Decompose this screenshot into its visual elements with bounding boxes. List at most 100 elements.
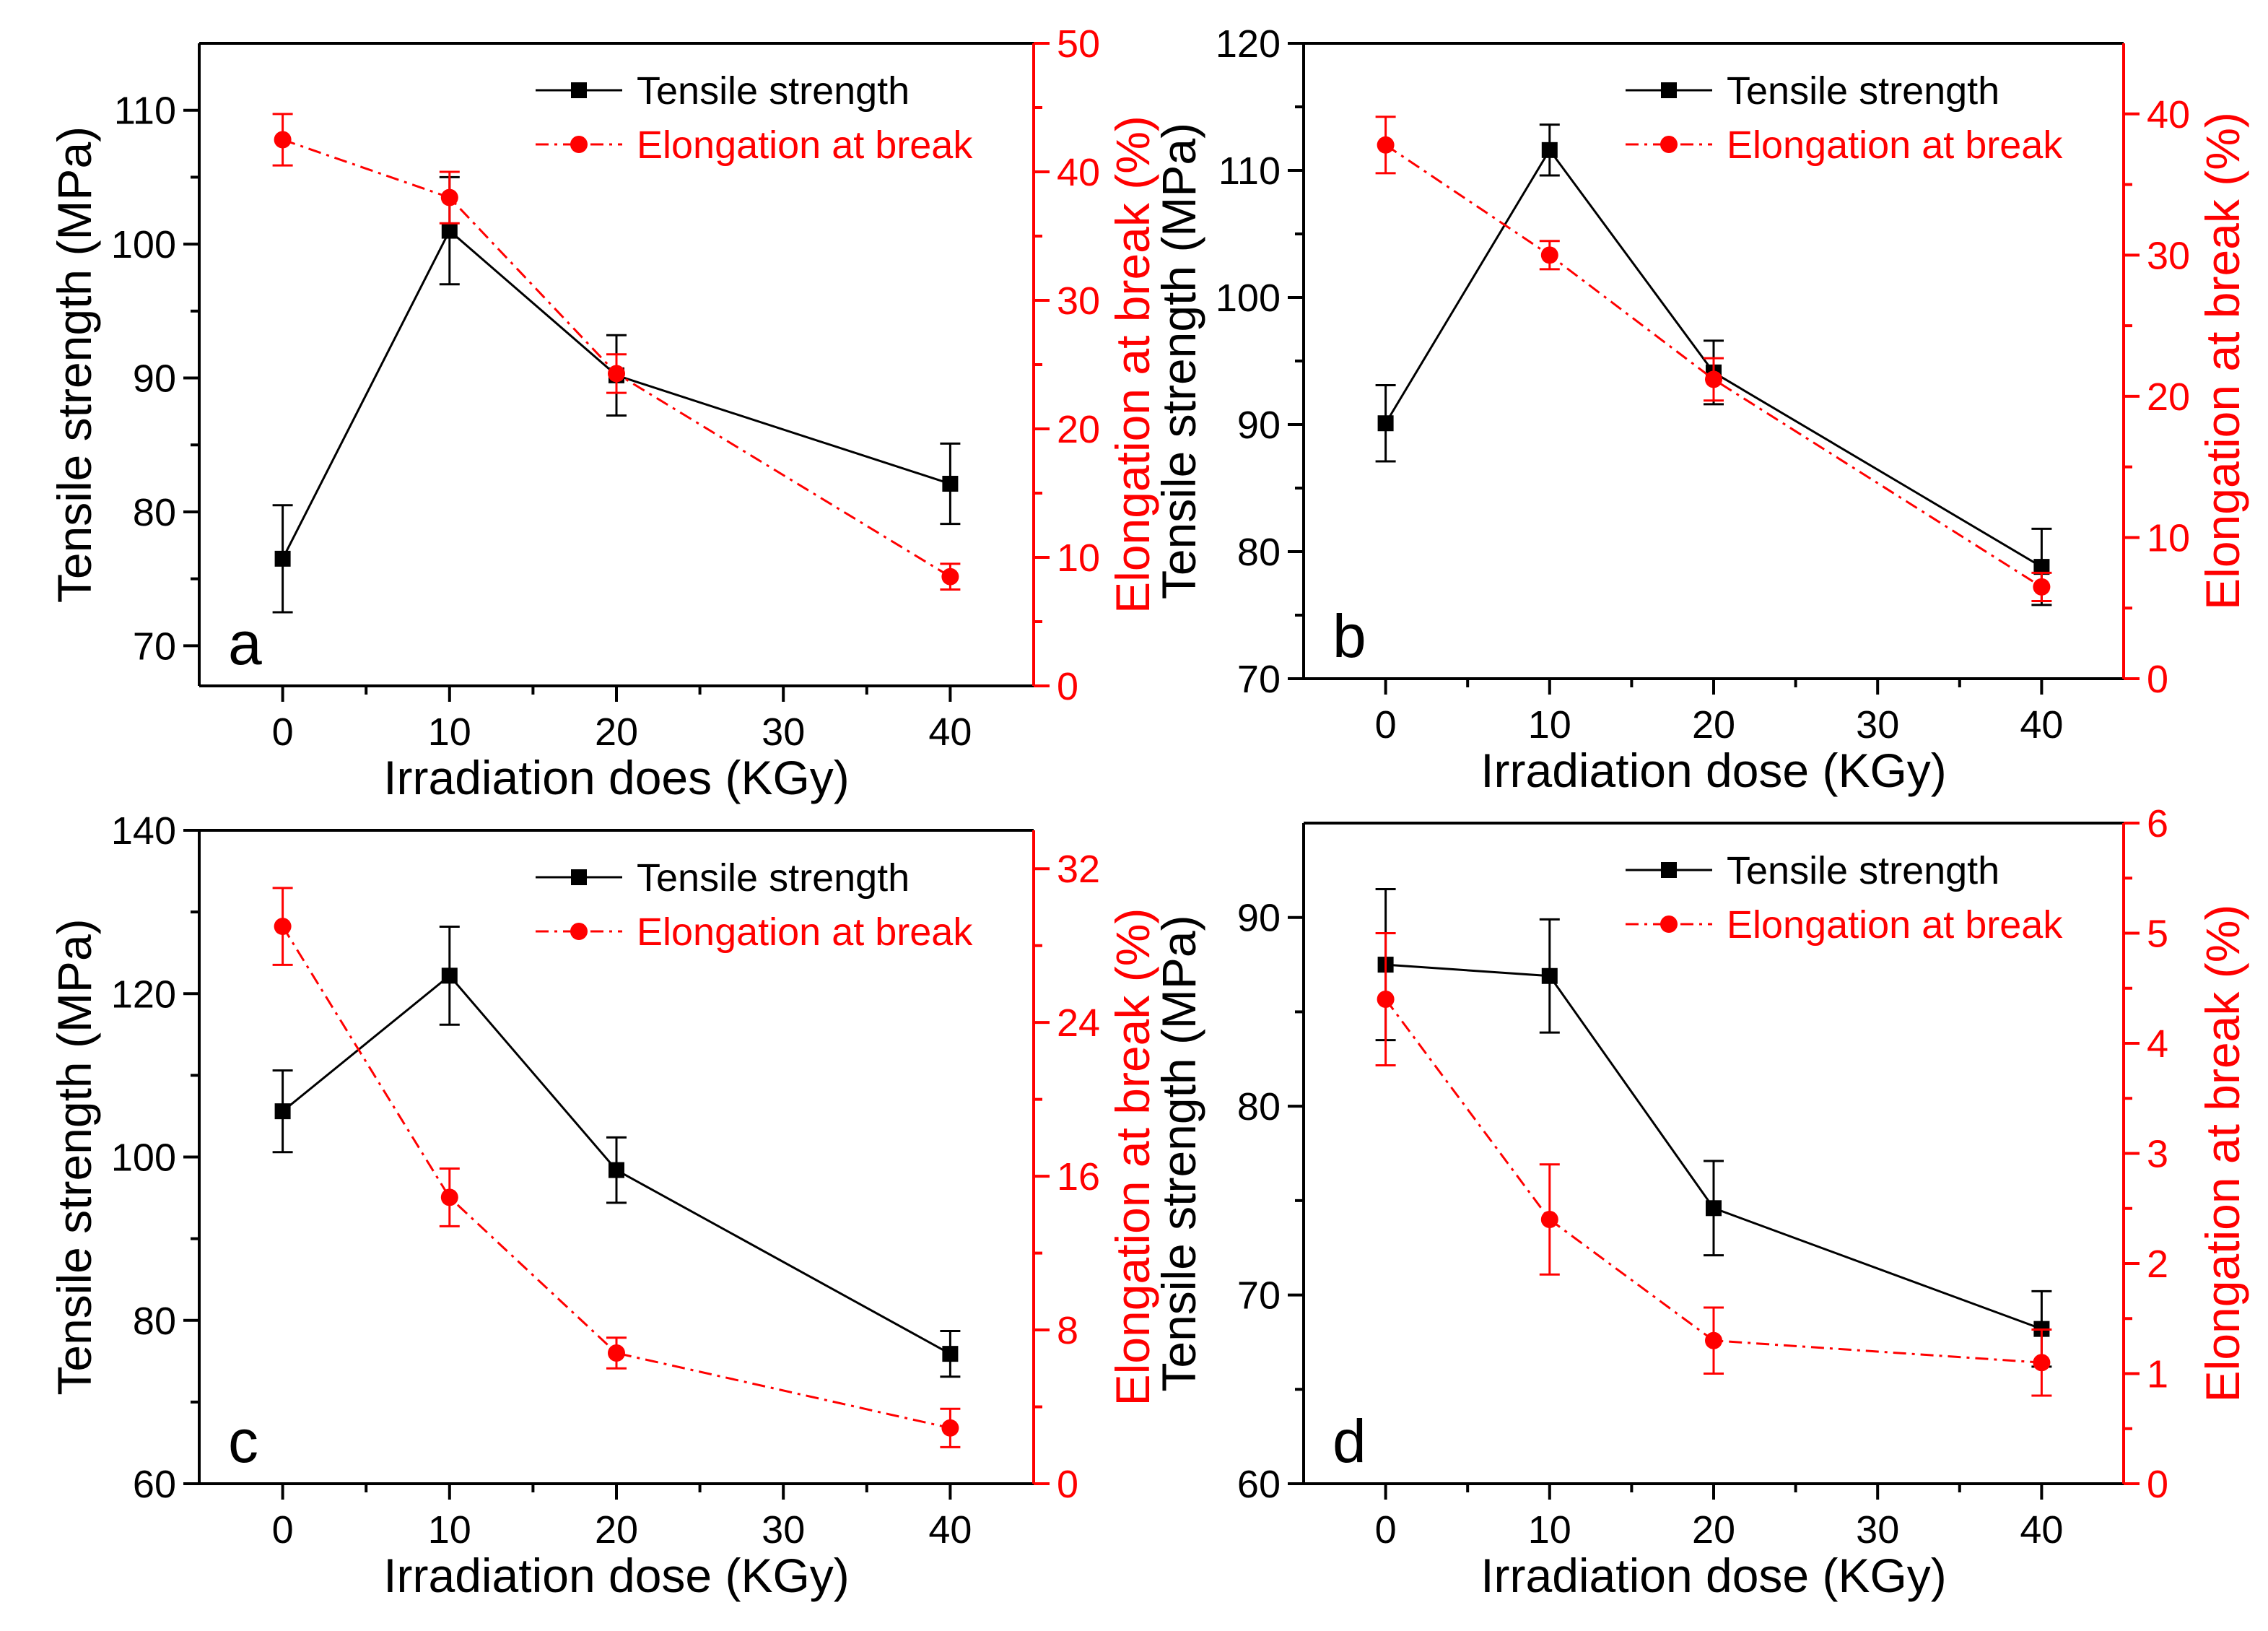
left-y-tick-label: 80: [133, 1300, 176, 1343]
legend-label-eb: Elongation at break: [637, 123, 973, 167]
data-point: [1377, 136, 1395, 154]
legend-marker-ts: [1661, 862, 1677, 878]
x-tick-label: 20: [595, 1508, 638, 1552]
left-y-tick-label: 70: [133, 625, 176, 668]
x-tick-label: 30: [762, 710, 805, 754]
left-y-tick-label: 100: [1216, 277, 1281, 320]
x-tick-label: 40: [2020, 703, 2063, 747]
data-point: [1540, 246, 1558, 264]
legend-label-eb: Elongation at break: [637, 910, 973, 954]
left-y-tick-label: 60: [1237, 1463, 1281, 1506]
legend-marker-ts: [571, 869, 587, 885]
right-y-tick-label: 0: [2147, 658, 2168, 701]
legend-marker-eb: [1660, 915, 1678, 933]
x-tick-label: 10: [428, 710, 471, 754]
left-y-axis-title: Tensile strength (MPa): [48, 126, 101, 603]
right-y-axis-title: Elongation at break (%): [1106, 908, 1159, 1406]
data-point: [608, 1344, 625, 1362]
left-y-tick-label: 80: [1237, 531, 1281, 574]
legend-label-ts: Tensile strength: [1727, 849, 1999, 892]
legend-marker-ts: [1661, 82, 1677, 98]
data-point: [1540, 1211, 1558, 1228]
left-y-tick-label: 100: [111, 223, 176, 266]
legend-marker-eb: [570, 923, 588, 940]
left-y-tick-label: 70: [1237, 1274, 1281, 1318]
left-y-axis-title: Tensile strength (MPa): [1152, 915, 1205, 1391]
x-axis-title: Irradiation dose (KGy): [383, 1549, 850, 1602]
legend-marker-ts: [571, 82, 587, 98]
series-line: [282, 974, 951, 1355]
panel-a: 0 10 20 30 40 70 80 90 100 110 0 10 20 30 40 50 Irradiat…: [48, 22, 1159, 804]
series-line: [282, 229, 951, 560]
left-y-tick-label: 110: [114, 90, 176, 133]
right-y-tick-label: 32: [1057, 848, 1100, 891]
x-tick-label: 10: [1528, 1508, 1571, 1552]
x-tick-label: 30: [1856, 1508, 1899, 1552]
data-point: [608, 365, 625, 383]
series-line: [1384, 144, 2043, 588]
right-y-tick-label: 5: [2147, 913, 2168, 956]
x-tick-label: 20: [1692, 1508, 1735, 1552]
data-point: [1377, 415, 1394, 432]
data-point: [440, 1188, 458, 1206]
right-y-tick-label: 10: [1057, 536, 1100, 580]
right-y-tick-label: 0: [1057, 665, 1078, 708]
right-y-axis-title: Elongation at break (%): [2196, 905, 2249, 1403]
panel-label-b: b: [1333, 602, 1366, 670]
right-y-tick-label: 20: [1057, 408, 1100, 451]
x-tick-label: 0: [1375, 1508, 1397, 1552]
data-point: [941, 1419, 959, 1437]
x-axis-title: Irradiation does (KGy): [383, 751, 850, 804]
right-y-tick-label: 2: [2147, 1243, 2168, 1286]
x-tick-label: 30: [762, 1508, 805, 1552]
x-tick-label: 20: [1692, 703, 1735, 747]
right-y-tick-label: 30: [2147, 234, 2190, 277]
right-y-tick-label: 1: [2147, 1353, 2168, 1396]
x-tick-label: 0: [272, 1508, 294, 1552]
data-point: [274, 1103, 291, 1120]
data-point: [441, 967, 458, 984]
data-point: [441, 222, 458, 239]
legend-label-ts: Tensile strength: [637, 856, 910, 900]
legend: Tensile strength Elongation at break: [536, 69, 973, 167]
left-y-tick-label: 110: [1218, 149, 1281, 193]
tensile-strength-series: [272, 925, 961, 1378]
panel-b: 0 10 20 30 40 70 80 90 100 110 120 0 10 20 30 40 Irradia…: [1152, 22, 2249, 797]
panel-label-a: a: [228, 609, 262, 677]
left-y-axis-title: Tensile strength (MPa): [48, 918, 101, 1395]
legend-marker-eb: [1660, 136, 1678, 153]
elongation-at-break-series: [1375, 116, 2052, 602]
legend: Tensile strength Elongation at break: [1626, 69, 2063, 167]
right-y-tick-label: 0: [2147, 1463, 2168, 1506]
right-y-tick-label: 30: [1057, 279, 1100, 323]
data-point: [2033, 578, 2051, 596]
series-line: [1384, 148, 2043, 568]
right-y-axis-title: Elongation at break (%): [2196, 112, 2249, 610]
right-y-tick-label: 40: [2147, 93, 2190, 136]
panel-c: 0 10 20 30 40 60 80 100 120 140 0 8 16 24 32 Irradiatio…: [48, 809, 1159, 1602]
right-y-tick-label: 40: [1057, 151, 1100, 194]
right-y-tick-label: 8: [1057, 1309, 1078, 1352]
right-y-tick-label: 6: [2147, 802, 2168, 845]
x-tick-label: 40: [928, 710, 972, 754]
x-tick-label: 30: [1856, 703, 1899, 747]
x-axis-title: Irradiation dose (KGy): [1480, 744, 1947, 797]
x-tick-label: 0: [1375, 703, 1397, 747]
left-y-tick-label: 70: [1237, 658, 1281, 701]
x-tick-label: 40: [2020, 1508, 2063, 1552]
x-tick-label: 10: [428, 1508, 471, 1552]
legend: Tensile strength Elongation at break: [536, 856, 973, 954]
data-point: [1705, 370, 1722, 388]
right-y-tick-label: 3: [2147, 1133, 2168, 1176]
left-y-tick-label: 60: [133, 1463, 176, 1506]
right-y-tick-label: 10: [2147, 516, 2190, 560]
tensile-strength-series: [1375, 888, 2052, 1368]
data-point: [1541, 142, 1558, 158]
data-point: [274, 131, 292, 149]
data-point: [2033, 1354, 2051, 1372]
data-point: [1377, 991, 1395, 1008]
x-tick-label: 0: [272, 710, 294, 754]
data-point: [2033, 559, 2050, 575]
series-line: [1385, 963, 2042, 1331]
